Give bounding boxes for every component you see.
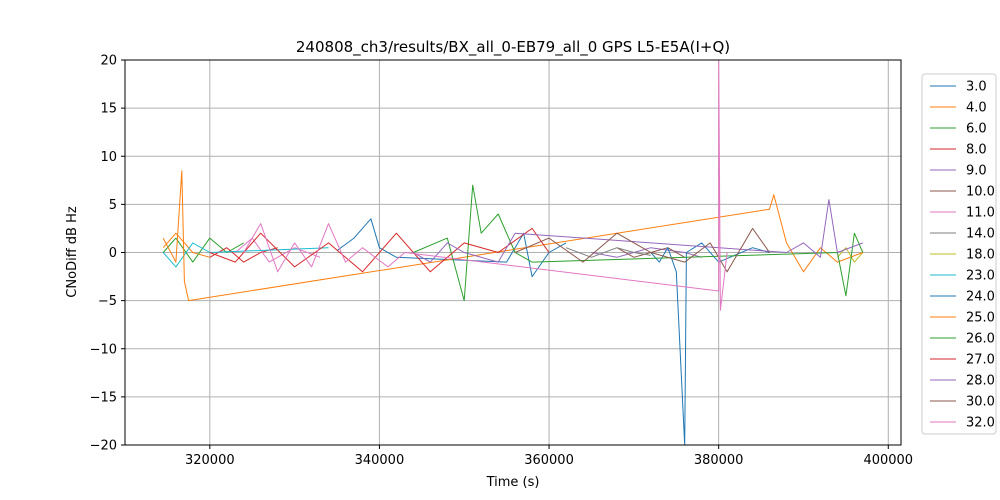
legend-label: 30.0 bbox=[966, 395, 995, 410]
x-axis-title: Time (s) bbox=[486, 475, 540, 490]
y-tick-label: −20 bbox=[90, 439, 117, 454]
legend-frame bbox=[921, 73, 997, 435]
legend-label: 9.0 bbox=[966, 164, 987, 179]
x-axis: 320000 340000 360000 380000 400000 bbox=[185, 445, 913, 468]
series-line bbox=[413, 199, 863, 263]
legend-label: 10.0 bbox=[966, 185, 995, 200]
y-tick-label: −10 bbox=[90, 342, 117, 357]
chart-title: 240808_ch3/results/BX_all_0-EB79_all_0 G… bbox=[296, 38, 730, 57]
legend-label: 23.0 bbox=[966, 269, 995, 284]
legend-label: 26.0 bbox=[966, 332, 995, 347]
legend-label: 11.0 bbox=[966, 206, 995, 221]
series-line bbox=[837, 247, 864, 263]
legend: 3.0 4.0 6.0 8.0 9.0 10.0 11.0 14.0 18.0 23.0 24.0 2… bbox=[921, 73, 997, 435]
series-line bbox=[514, 227, 770, 273]
y-tick-label: 20 bbox=[100, 54, 117, 69]
legend-label: 27.0 bbox=[966, 353, 995, 368]
legend-label: 4.0 bbox=[966, 101, 987, 116]
legend-label: 14.0 bbox=[966, 227, 995, 242]
legend-label: 24.0 bbox=[966, 290, 995, 305]
x-tick-label: 380000 bbox=[694, 453, 744, 468]
legend-label: 25.0 bbox=[966, 311, 995, 326]
series-line bbox=[565, 247, 651, 258]
y-tick-label: −5 bbox=[98, 294, 117, 309]
legend-label: 3.0 bbox=[966, 80, 987, 95]
series-line bbox=[162, 242, 329, 268]
series-layer bbox=[162, 59, 864, 446]
x-tick-label: 360000 bbox=[524, 453, 574, 468]
series-line bbox=[209, 227, 550, 273]
series-line bbox=[243, 59, 728, 311]
legend-label: 6.0 bbox=[966, 122, 987, 137]
y-axis-title: CNoDiff dB Hz bbox=[65, 206, 80, 298]
x-tick-label: 320000 bbox=[185, 453, 235, 468]
y-axis: −20 −15 −10 −5 0 5 10 15 20 bbox=[90, 54, 125, 454]
x-tick-label: 400000 bbox=[863, 453, 913, 468]
legend-label: 18.0 bbox=[966, 248, 995, 263]
series-line bbox=[234, 237, 321, 263]
y-tick-label: −15 bbox=[90, 390, 117, 405]
series-line bbox=[650, 242, 770, 446]
series-line bbox=[209, 247, 278, 263]
series-line bbox=[591, 247, 702, 258]
y-tick-label: 10 bbox=[100, 150, 117, 165]
x-tick-label: 340000 bbox=[355, 453, 405, 468]
legend-label: 32.0 bbox=[966, 416, 995, 431]
legend-label: 8.0 bbox=[966, 143, 987, 158]
y-tick-label: 5 bbox=[109, 198, 117, 213]
series-line bbox=[413, 184, 864, 302]
series-line bbox=[162, 170, 863, 302]
legend-label: 28.0 bbox=[966, 374, 995, 389]
plot-area bbox=[124, 59, 902, 446]
y-tick-label: 0 bbox=[109, 246, 117, 261]
series-line bbox=[162, 237, 244, 263]
y-tick-label: 15 bbox=[100, 102, 117, 117]
